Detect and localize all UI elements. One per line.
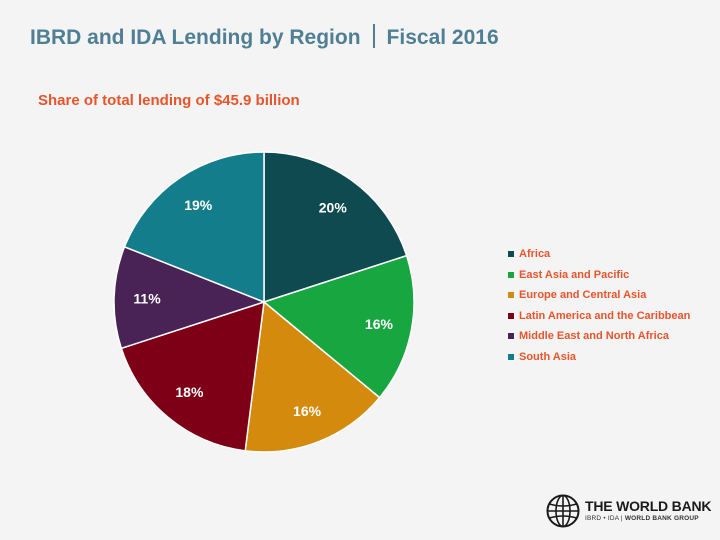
pie-label-middle-east-and-north-africa: 11%: [133, 290, 161, 306]
world-bank-logo: THE WORLD BANK IBRD • IDA | WORLD BANK G…: [546, 494, 711, 528]
legend-swatch: [508, 333, 514, 340]
pie-label-africa: 20%: [319, 199, 348, 215]
legend-item-south-asia: South Asia: [508, 347, 690, 368]
pie-slice-east-asia-and-pacific: [262, 254, 415, 399]
world-bank-globe-icon: [546, 494, 580, 528]
chart-title: IBRD and IDA Lending by Region: [30, 26, 361, 49]
chart-title-fiscal: Fiscal 2016: [386, 26, 499, 49]
logo-name: THE WORLD BANK: [585, 498, 712, 515]
legend-swatch: [508, 251, 514, 258]
pie-label-east-asia-and-pacific: 16%: [365, 316, 394, 332]
legend-swatch: [508, 271, 514, 278]
legend-label: Africa: [519, 248, 551, 261]
legend-item-africa: Africa: [508, 244, 690, 265]
legend-item-europe-and-central-asia: Europe and Central Asia: [508, 285, 690, 306]
pie-label-south-asia: 19%: [184, 197, 213, 213]
legend-label: Latin America and the Caribbean: [519, 309, 691, 322]
legend-label: South Asia: [519, 350, 577, 363]
logo-sub-right: WORLD BANK GROUP: [624, 515, 699, 523]
chart-title-block: IBRD and IDA Lending by Region Fiscal 201…: [30, 24, 499, 50]
pie-slice-africa: [263, 151, 408, 304]
title-divider: [372, 24, 375, 48]
legend-swatch: [508, 292, 514, 299]
pie-label-latin-america-and-the-caribbean: 18%: [175, 384, 204, 400]
chart-legend: Africa East Asia and Pacific Europe and Ce…: [508, 244, 690, 367]
legend-label: Europe and Central Asia: [519, 289, 647, 302]
logo-sub-left: IBRD • IDA: [585, 515, 619, 523]
chart-subtitle: Share of total lending of $45.9 billion: [38, 92, 300, 109]
legend-swatch: [508, 312, 514, 319]
logo-subtitle: IBRD • IDA | WORLD BANK GROUP: [585, 515, 699, 523]
legend-item-east-asia-and-pacific: East Asia and Pacific: [508, 265, 690, 286]
legend-swatch: [508, 353, 514, 360]
pie-label-europe-and-central-asia: 16%: [293, 403, 322, 419]
legend-label: Middle East and North Africa: [519, 330, 669, 343]
legend-item-latin-america-and-the-caribbean: Latin America and the Caribbean: [508, 306, 690, 327]
pie-slice-south-asia: [123, 151, 265, 304]
pie-slice-latin-america-and-the-caribbean: [120, 300, 265, 452]
pie-slice-middle-east-and-north-africa: [113, 245, 267, 350]
pie-slice-europe-and-central-asia: [244, 300, 381, 453]
legend-label: East Asia and Pacific: [519, 268, 630, 281]
legend-item-middle-east-and-north-africa: Middle East and North Africa: [508, 326, 690, 347]
